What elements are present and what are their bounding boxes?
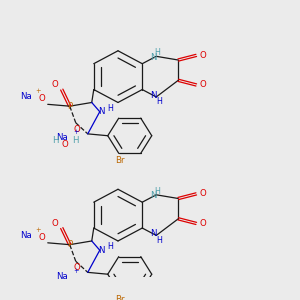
Text: O: O [61,140,68,148]
Text: N: N [98,246,105,255]
Text: O: O [200,219,207,228]
Text: Na: Na [56,133,68,142]
Text: Na: Na [20,231,32,240]
Text: H: H [154,187,160,196]
Text: N: N [98,107,105,116]
Text: O: O [200,80,207,89]
Text: O: O [51,219,58,228]
Text: H: H [107,242,113,251]
Text: +: + [35,88,40,94]
Text: P: P [67,102,72,111]
Text: O: O [38,94,45,103]
Text: H: H [52,136,58,145]
Text: O: O [51,80,58,89]
Text: N: N [150,191,157,200]
Text: H: H [107,103,113,112]
Text: H: H [72,136,78,145]
Text: H: H [156,97,162,106]
Text: +: + [35,227,40,233]
Text: Br: Br [115,156,124,165]
Text: Na: Na [20,92,32,101]
Text: O: O [38,233,45,242]
Text: +: + [73,268,79,274]
Text: Br: Br [115,295,124,300]
Text: H: H [156,236,162,244]
Text: N: N [150,229,157,238]
Text: O: O [74,125,80,134]
Text: O: O [200,51,207,60]
Text: H: H [154,48,160,57]
Text: O: O [74,263,80,272]
Text: N: N [150,91,157,100]
Text: +: + [73,129,79,135]
Text: N: N [150,53,157,62]
Text: Na: Na [56,272,68,280]
Text: P: P [67,240,72,249]
Text: O: O [200,189,207,198]
